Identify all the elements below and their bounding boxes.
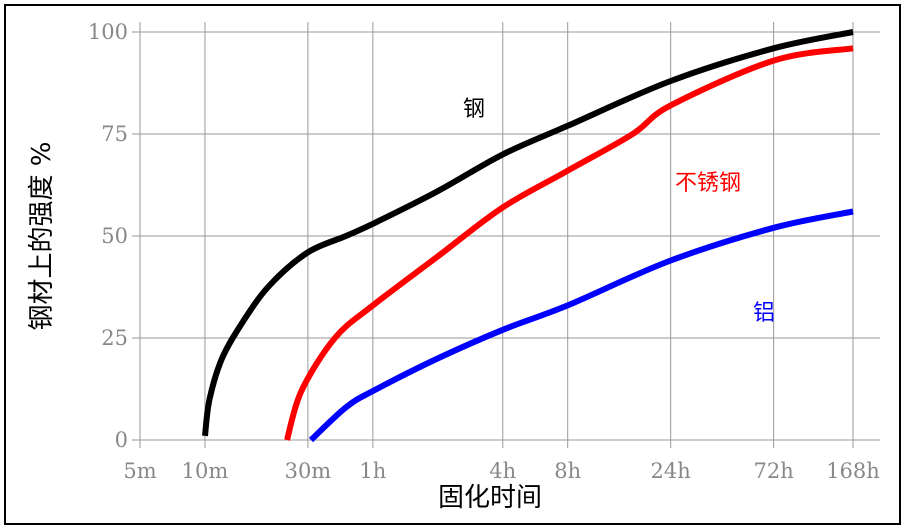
- y-tick-label: 100: [88, 20, 128, 44]
- x-tick-label: 10m: [182, 459, 229, 483]
- series-label: 不锈钢: [675, 171, 741, 196]
- x-tick-label: 24h: [651, 459, 691, 483]
- grid: [132, 22, 880, 448]
- y-tick-label: 0: [115, 428, 128, 452]
- x-tick-label: 8h: [554, 459, 581, 483]
- y-axis-label: 钢材上的强度 %: [27, 142, 57, 331]
- x-axis-label: 固化时间: [438, 483, 542, 513]
- x-tick-label: 4h: [489, 459, 516, 483]
- series-label: 铝: [753, 301, 775, 326]
- y-tick-label: 75: [101, 122, 128, 146]
- y-tick-label: 25: [101, 326, 128, 350]
- y-tick-labels: 0 25 50 75 100: [88, 20, 128, 452]
- x-tick-label: 168h: [826, 459, 880, 483]
- x-tick-label: 72h: [753, 459, 793, 483]
- chart-frame: [4, 4, 901, 525]
- series-label: 钢: [463, 97, 485, 122]
- x-tick-labels: 5m 10m 30m 1h 4h 8h 24h 72h 168h: [123, 459, 879, 483]
- x-tick-label: 5m: [123, 459, 156, 483]
- x-tick-label: 1h: [359, 459, 386, 483]
- series-line: [202, 29, 854, 437]
- series-lines: [202, 29, 854, 443]
- series-line: [308, 208, 854, 443]
- series-line: [284, 45, 854, 441]
- y-tick-label: 50: [101, 224, 128, 248]
- x-tick-label: 30m: [285, 459, 332, 483]
